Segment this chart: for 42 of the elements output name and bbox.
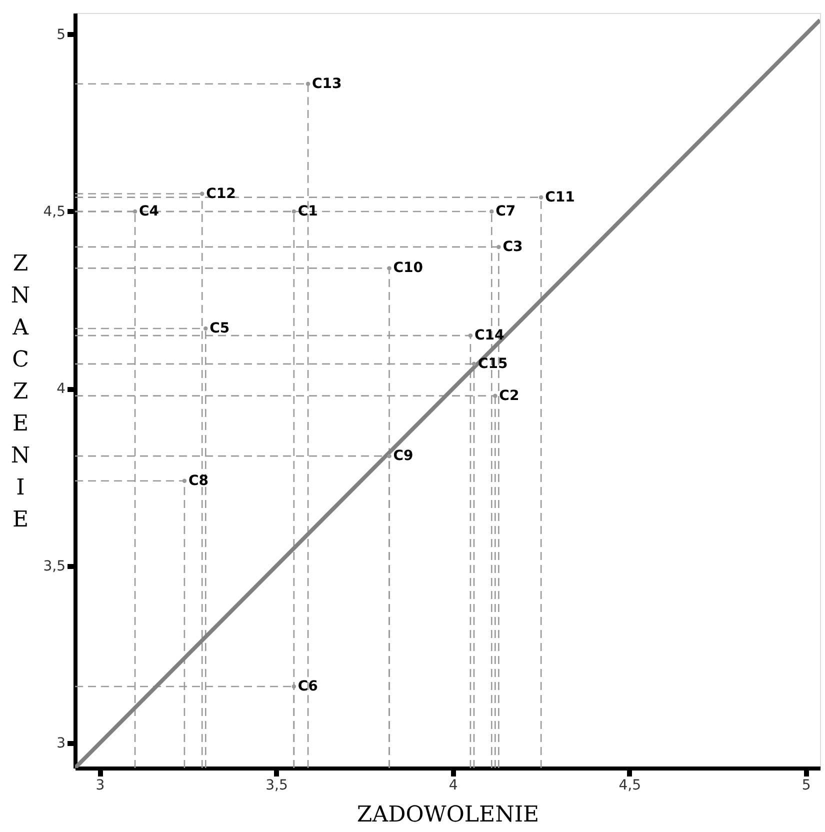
point: [387, 266, 392, 270]
annotation: C14: [474, 328, 504, 344]
annotation: C3: [502, 238, 523, 255]
point: [472, 362, 476, 366]
annotation: C4: [139, 204, 160, 220]
annotation: C11: [545, 189, 575, 206]
annotation: C13: [312, 76, 342, 92]
point: [306, 82, 310, 86]
point: [204, 326, 208, 331]
annotation: C8: [188, 472, 208, 489]
point: [292, 209, 296, 214]
point: [490, 209, 494, 214]
annotation: C12: [206, 186, 236, 202]
y-tick-label: 3,5: [43, 558, 66, 574]
point: [200, 192, 204, 196]
annotation: C10: [393, 260, 424, 276]
y-tick-label: 4: [56, 381, 66, 398]
point: [496, 244, 501, 250]
point: [182, 478, 187, 484]
annotation: C2: [499, 388, 520, 404]
x-tick-label: 4,5: [618, 778, 641, 794]
annotation: C5: [210, 320, 230, 336]
x-tick-label: 5: [802, 778, 811, 794]
annotation: C15: [478, 356, 508, 372]
point: [468, 333, 473, 338]
point: [538, 195, 544, 200]
y-tick-label: 3: [56, 736, 66, 752]
point: [387, 454, 392, 458]
x-tick-label: 4: [448, 778, 458, 794]
annotation: C9: [393, 448, 414, 464]
text: ZNACZENIE: [10, 252, 30, 532]
y-tick-label: 4,5: [43, 204, 66, 220]
annotation: C6: [298, 678, 318, 694]
x-tick-label: 3: [96, 778, 105, 794]
point: [132, 209, 138, 214]
annotation: C1: [298, 204, 318, 220]
x-axis-title: ZADOWOLENIE: [356, 802, 540, 828]
x-tick-label: 3,5: [266, 778, 288, 794]
point: [493, 394, 498, 398]
annotation: C7: [496, 204, 516, 220]
point: [292, 684, 296, 689]
y-tick-label: 5: [56, 26, 66, 43]
